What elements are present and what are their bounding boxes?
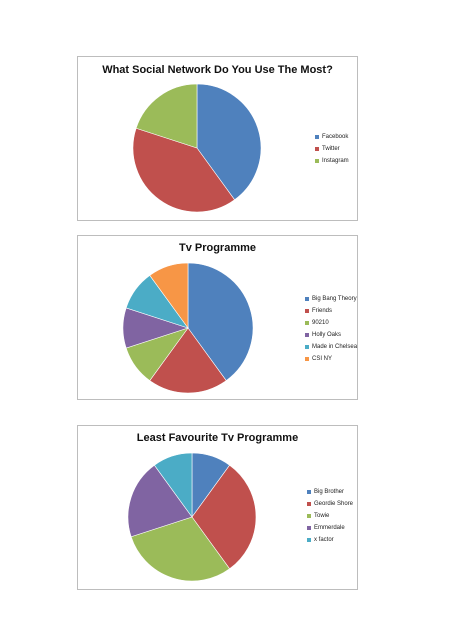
legend-label: Twitter	[322, 146, 340, 152]
pie-slice-emmerdale	[127, 464, 193, 538]
legend-label: Big Brother	[314, 489, 345, 495]
chart-legend: Big Brother Geordie Shore Towie Emmerdale x …	[307, 486, 353, 546]
legend-swatch	[305, 309, 309, 313]
legend-label: Made in Chelsea	[312, 344, 358, 350]
chart-title: Tv Programme	[178, 242, 257, 254]
legend-item-big-brother: Big Brother	[307, 486, 353, 498]
pie-slice-towie	[130, 516, 231, 582]
legend-swatch	[315, 135, 319, 139]
legend-item-instagram: Instagram	[315, 155, 349, 167]
legend-label: Towie	[314, 513, 330, 519]
legend-swatch	[305, 297, 309, 301]
legend-swatch	[307, 538, 311, 542]
legend-item-made-in-chelsea: Made in Chelsea	[305, 341, 357, 353]
chart-title: Least Favourite Tv Programme	[136, 432, 299, 444]
pie-slice-big-bang-theory	[187, 262, 254, 382]
pie-plot	[122, 262, 254, 394]
pie-slice-facebook	[196, 83, 262, 201]
pie-slice-instagram	[135, 83, 198, 149]
legend-item-x-factor: x factor	[307, 534, 353, 546]
least-favourite-chart: Least Favourite Tv Programme Big Brother…	[77, 425, 358, 590]
pie-slice-twitter	[132, 127, 236, 213]
chart-legend: Facebook Twitter Instagram	[315, 131, 349, 167]
legend-item-csi-ny: CSI NY	[305, 353, 357, 365]
social-network-chart: What Social Network Do You Use The Most?…	[77, 56, 358, 221]
legend-item-friends: Friends	[305, 305, 357, 317]
legend-item-towie: Towie	[307, 510, 353, 522]
legend-label: x factor	[314, 537, 334, 543]
pie-slice-geordie-shore	[191, 464, 257, 570]
legend-label: CSI NY	[312, 356, 333, 362]
legend-swatch	[307, 526, 311, 530]
legend-swatch	[305, 321, 309, 325]
legend-label: Facebook	[322, 134, 349, 140]
legend-item-holly-oaks: Holly Oaks	[305, 329, 357, 341]
legend-item-90210: 90210	[305, 317, 357, 329]
legend-label: Geordie Shore	[314, 501, 354, 507]
legend-swatch	[305, 333, 309, 337]
legend-item-emmerdale: Emmerdale	[307, 522, 353, 534]
pie-plot	[127, 452, 257, 582]
legend-label: Holly Oaks	[312, 332, 342, 338]
pie-plot	[132, 83, 262, 213]
legend-item-twitter: Twitter	[315, 143, 349, 155]
legend-swatch	[307, 514, 311, 518]
legend-item-facebook: Facebook	[315, 131, 349, 143]
legend-label: 90210	[312, 320, 329, 326]
legend-swatch	[315, 147, 319, 151]
legend-swatch	[307, 502, 311, 506]
legend-swatch	[305, 345, 309, 349]
legend-swatch	[315, 159, 319, 163]
legend-label: Instagram	[322, 158, 349, 164]
pie-slice-csi-ny	[149, 262, 189, 329]
legend-swatch	[307, 490, 311, 494]
legend-label: Big Bang Theory	[312, 296, 357, 302]
chart-legend: Big Bang Theory Friends 90210 Holly Oaks Mad…	[305, 293, 357, 365]
chart-title: What Social Network Do You Use The Most?	[102, 64, 333, 76]
pie-slice-friends	[149, 327, 227, 394]
legend-label: Friends	[312, 308, 333, 314]
legend-swatch	[305, 357, 309, 361]
legend-item-big-bang-theory: Big Bang Theory	[305, 293, 357, 305]
pie-slice-x-factor	[153, 452, 193, 518]
legend-item-geordie-shore: Geordie Shore	[307, 498, 353, 510]
legend-label: Emmerdale	[314, 525, 345, 531]
tv-programme-chart: Tv Programme Big Bang Theory Friends 90210…	[77, 235, 358, 400]
